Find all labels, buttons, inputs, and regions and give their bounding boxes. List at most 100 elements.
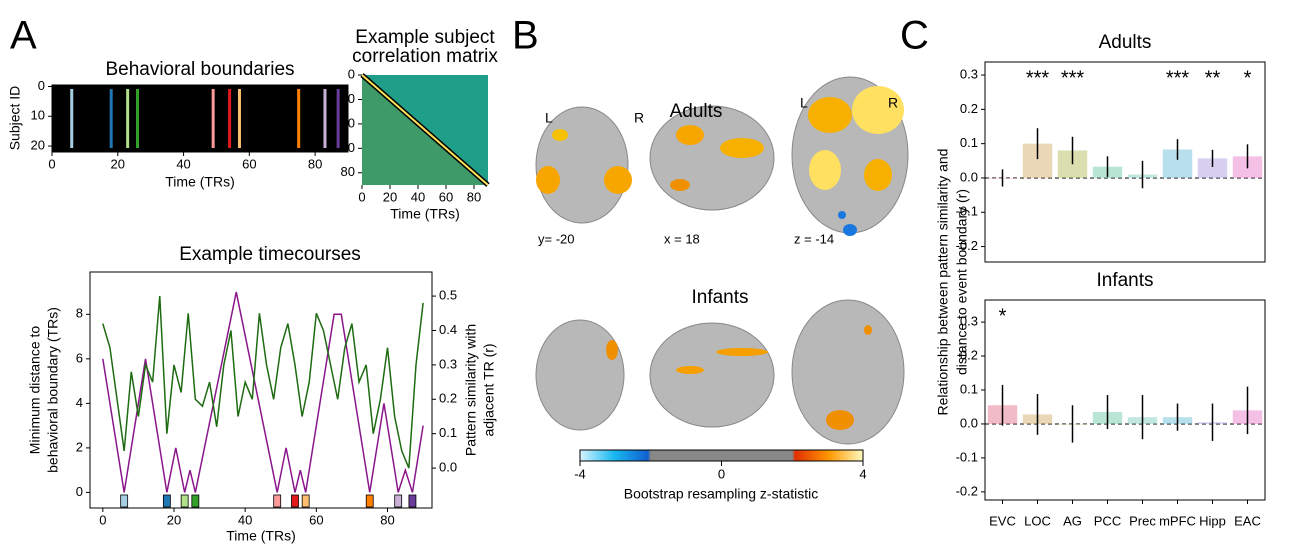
y2-axis-label: Pattern similarity with [463, 324, 479, 456]
y-tick-label: 80 [341, 164, 355, 179]
colorbar-tick-label: 0 [718, 466, 725, 481]
x-tick-label: 60 [309, 512, 323, 527]
chart-title: Adults [1099, 32, 1152, 53]
x-tick-label: 60 [439, 189, 453, 204]
x-tick-label: 0 [48, 156, 55, 171]
x-tick-label: PCC [1094, 513, 1121, 528]
boundary-column [323, 89, 326, 148]
x-tick-label: 20 [383, 189, 397, 204]
y-axis-label: Subject ID [7, 86, 23, 151]
y-tick-label: 0.3 [960, 66, 978, 81]
y-tick-label: -0.2 [956, 483, 978, 498]
chart-title: Example timecourses [179, 244, 361, 265]
y-tick-label: 4 [76, 395, 83, 410]
x-tick-label: 60 [242, 156, 256, 171]
plot-background [52, 85, 348, 152]
boundary-marker [274, 495, 281, 507]
y-tick-label: 0.4 [439, 322, 457, 337]
y-tick-label: 0.3 [439, 356, 457, 371]
y-tick-label: 0.2 [960, 101, 978, 116]
x-tick-label: EAC [1234, 513, 1261, 528]
brain-title: Adults [670, 101, 723, 122]
colorbar-label: Bootstrap resampling z-statistic [624, 486, 819, 502]
y-tick-label: 0 [38, 78, 45, 93]
y-tick-label: 6 [76, 350, 83, 365]
boundary-marker [121, 495, 128, 507]
boundary-column [126, 89, 129, 148]
boundary-column [136, 89, 139, 148]
y-tick-label: 0.3 [960, 314, 978, 329]
boundary-marker [366, 495, 373, 507]
x-tick-label: 80 [380, 512, 394, 527]
x-tick-label: AG [1063, 513, 1082, 528]
y-tick-label: 0.1 [439, 425, 457, 440]
boundary-marker [395, 495, 402, 507]
significance: * [999, 305, 1007, 327]
chart-title: Behavioral boundaries [105, 59, 294, 80]
y-tick-label: 60 [341, 140, 355, 155]
slice-label: z = -14 [794, 231, 834, 246]
colorbar-tick-label: -4 [574, 466, 586, 481]
x-tick-label: LOC [1024, 513, 1051, 528]
y-tick-label: 0.2 [439, 391, 457, 406]
chart-title: Example subject [355, 27, 495, 48]
y-axis-label: behavioral boundary (TRs) [45, 307, 61, 473]
x-tick-label: 40 [238, 512, 252, 527]
figure: A B C Adults Infants L R L R y= -20 x = … [0, 0, 1307, 549]
y-tick-label: 20 [341, 91, 355, 106]
boundary-marker [192, 495, 199, 507]
side-label: L [800, 95, 808, 111]
y-tick-label: 0.1 [960, 381, 978, 396]
x-tick-label: 0 [358, 189, 365, 204]
brain-title: Infants [691, 287, 748, 308]
x-axis-label: Time (TRs) [165, 174, 234, 190]
slice-label: y= -20 [538, 231, 575, 246]
y-tick-label: 40 [341, 115, 355, 130]
y2-axis-label: adjacent TR (r) [481, 343, 497, 436]
boundary-column [238, 89, 241, 148]
boundary-column [297, 89, 300, 148]
boundary-column [337, 89, 340, 148]
panel-label: B [512, 14, 539, 58]
y-tick-label: -0.1 [956, 449, 978, 464]
y-tick-label: 2 [76, 439, 83, 454]
x-tick-label: Prec [1129, 513, 1156, 528]
significance: *** [1061, 67, 1085, 89]
chart-title: correlation matrix [352, 46, 498, 67]
side-label: R [888, 95, 898, 111]
y-tick-label: 0 [348, 66, 355, 81]
x-tick-label: 20 [111, 156, 125, 171]
y-tick-label: 10 [31, 108, 45, 123]
boundary-marker [181, 495, 188, 507]
brain-images [536, 77, 908, 444]
y-tick-label: 0 [76, 484, 83, 499]
panel-label: A [10, 14, 37, 58]
x-axis-label: Time (TRs) [390, 206, 459, 222]
significance: * [1244, 67, 1252, 89]
y-axis-label: Relationship between pattern similarity … [935, 149, 951, 416]
side-label: L [545, 110, 553, 126]
significance: *** [1026, 67, 1050, 89]
chart-title: Infants [1096, 270, 1153, 291]
boundary-marker [409, 495, 416, 507]
plot-frame [985, 300, 1265, 500]
boundary-column [110, 89, 113, 148]
boundary-column [212, 89, 215, 148]
y-tick-label: 8 [76, 306, 83, 321]
significance: *** [1166, 67, 1190, 89]
colorbar-tick-label: 4 [859, 466, 866, 481]
boundary-marker [302, 495, 309, 507]
boundary-column [70, 89, 73, 148]
series-line [103, 296, 423, 468]
x-tick-label: 40 [176, 156, 190, 171]
y-tick-label: 0.0 [439, 460, 457, 475]
x-tick-label: 80 [308, 156, 322, 171]
x-tick-label: 80 [467, 189, 481, 204]
y-tick-label: 0.1 [960, 135, 978, 150]
slice-label: x = 18 [664, 231, 700, 246]
x-tick-label: 0 [99, 512, 106, 527]
panel-label: C [900, 14, 929, 58]
boundary-marker [291, 495, 298, 507]
y-tick-label: 0.0 [960, 415, 978, 430]
x-tick-label: mPFC [1159, 513, 1196, 528]
